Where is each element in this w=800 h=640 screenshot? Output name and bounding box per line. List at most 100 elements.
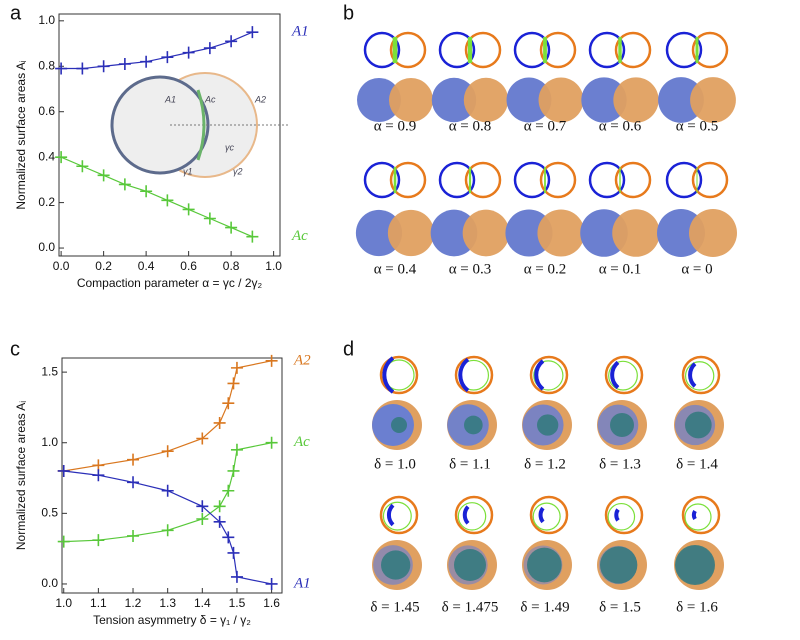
doublet [355, 161, 435, 257]
y-tick-label: 1.0 [38, 13, 55, 27]
data-marker [161, 484, 174, 497]
series-line [63, 470, 272, 585]
cell-fill [357, 78, 401, 122]
y-axis-label: Normalized surface areas Aᵢ [14, 60, 28, 209]
cell-fill [610, 413, 634, 437]
cell-fill [391, 417, 407, 433]
y-tick-label: 0.6 [38, 104, 55, 118]
cell-outline [614, 508, 620, 522]
cell-outline [529, 355, 569, 395]
inset-label: γ2 [233, 166, 243, 176]
inset-contact [196, 89, 206, 161]
cell-outline [532, 502, 561, 531]
cell-fill [462, 209, 510, 257]
panel-letter: a [10, 2, 22, 24]
x-tick-label: 0.6 [180, 259, 197, 273]
series-line [63, 360, 272, 472]
data-marker [161, 194, 174, 207]
y-tick-label: 1.0 [41, 435, 58, 449]
cell-outline [684, 361, 715, 391]
y-tick-label: 0.0 [41, 576, 58, 590]
cell-outline [454, 495, 494, 535]
doublet [522, 355, 572, 450]
doublet [447, 495, 497, 590]
series-label: A1 [293, 575, 311, 591]
cell-outline [688, 362, 697, 388]
panel-letter: d [343, 338, 354, 360]
doublet-label: α = 0.6 [599, 118, 642, 134]
data-marker [55, 151, 68, 164]
data-marker [225, 35, 238, 48]
data-marker [161, 51, 174, 64]
data-marker [213, 515, 226, 528]
cell-fill [658, 77, 704, 123]
doublet-label: δ = 1.4 [676, 456, 718, 472]
doublet [580, 161, 660, 257]
cell-outline [539, 161, 577, 199]
data-marker [225, 221, 238, 234]
doublet [581, 31, 659, 123]
cell-outline [513, 31, 551, 69]
cell-outline [513, 161, 551, 199]
cell-fill [430, 209, 478, 257]
cell-outline [538, 506, 545, 524]
cell-outline [665, 161, 703, 199]
data-marker [57, 464, 70, 477]
doublet [597, 355, 647, 450]
plot-frame [58, 13, 281, 257]
cell-fill [675, 545, 715, 585]
cell-outline [386, 503, 395, 527]
doublet-label: α = 0.1 [599, 261, 642, 277]
cell-outline [539, 31, 577, 69]
x-tick-label: 1.2 [125, 596, 142, 610]
inset-label: A2 [254, 94, 266, 104]
cell-outline [389, 31, 427, 69]
doublet [674, 495, 724, 590]
data-marker [203, 42, 216, 55]
cell-fill [690, 77, 736, 123]
y-axis-label: Normalized surface areas Aᵢ [14, 401, 28, 550]
inset-label: Ac [204, 94, 216, 104]
cell-outline [681, 495, 721, 535]
cell-outline [533, 360, 564, 391]
data-marker [196, 432, 209, 445]
cell-outline [684, 503, 712, 531]
doublet-label: δ = 1.6 [676, 599, 718, 615]
doublet-label: δ = 1.475 [442, 599, 499, 615]
doublet-label: α = 0.5 [676, 118, 719, 134]
inset-label: γc [225, 142, 235, 152]
cell-outline [588, 31, 626, 69]
data-marker [161, 445, 174, 458]
doublet [431, 31, 509, 123]
series-label: A1 [291, 24, 309, 40]
data-marker [127, 476, 140, 489]
doublet-label: δ = 1.45 [370, 599, 419, 615]
cell-outline [462, 505, 470, 525]
data-marker [161, 524, 174, 537]
doublet [372, 355, 422, 450]
doublet-label: α = 0.8 [449, 118, 492, 134]
cell-outline [457, 502, 487, 531]
y-tick-label: 0.8 [38, 58, 55, 72]
x-axis-label: Tension asymmetry δ = γ₁ / γ₂ [93, 613, 251, 627]
panel-letter: c [10, 338, 20, 360]
x-tick-label: 0.8 [223, 259, 240, 273]
cell-fill [613, 77, 659, 123]
data-marker [140, 185, 153, 198]
data-marker [182, 203, 195, 216]
data-marker [227, 464, 240, 477]
series-label: A2 [293, 352, 311, 368]
y-tick-label: 1.5 [41, 364, 58, 378]
x-tick-label: 0.4 [138, 259, 155, 273]
data-marker [140, 55, 153, 68]
series-line [60, 156, 253, 238]
y-tick-label: 0.5 [41, 506, 58, 520]
data-marker [127, 529, 140, 542]
cell-outline [464, 161, 502, 199]
cell-outline [458, 357, 470, 393]
series-label: Ac [291, 228, 308, 244]
data-marker [196, 512, 209, 525]
doublet-label: δ = 1.5 [599, 599, 641, 615]
inset-label: γ1 [183, 166, 193, 176]
cell-fill [538, 77, 584, 123]
